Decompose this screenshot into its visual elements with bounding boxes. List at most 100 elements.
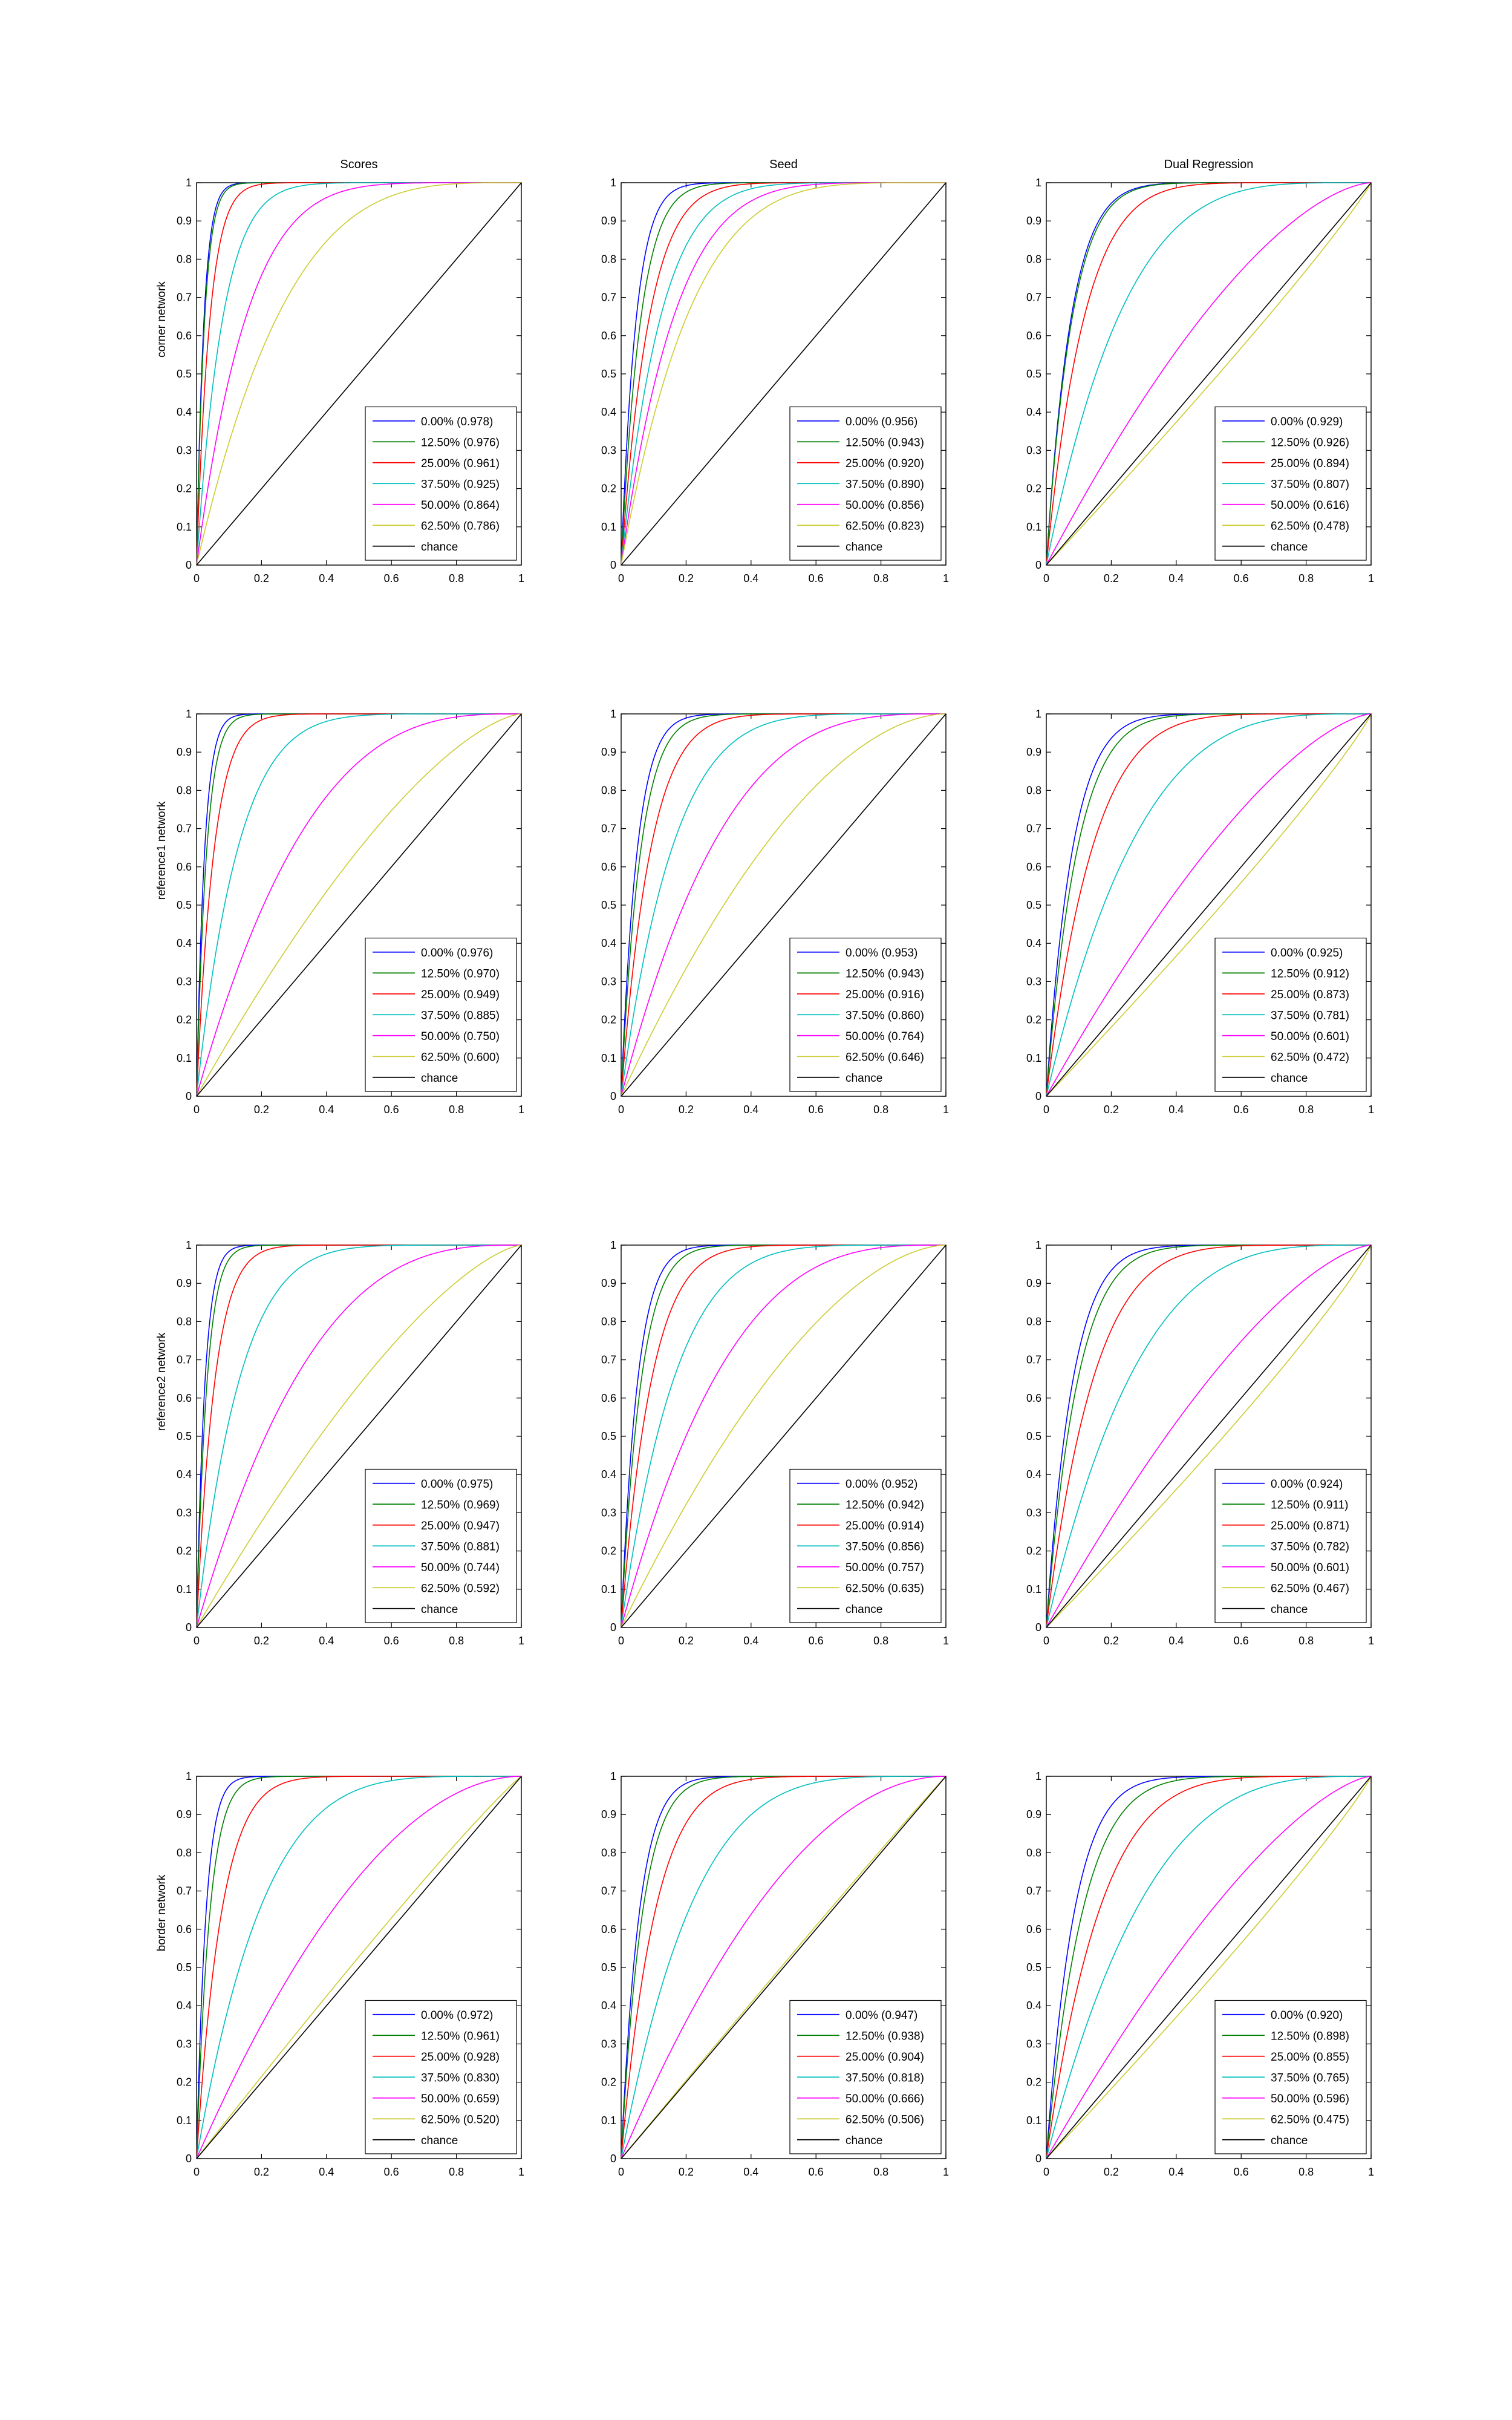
roc-curve	[1046, 713, 1371, 1097]
y-tick-label: 0.7	[177, 1354, 192, 1366]
legend-label: 0.00% (0.952)	[846, 1478, 917, 1491]
x-tick-label: 0.2	[1104, 572, 1119, 584]
legend-label: 50.00% (0.744)	[421, 1562, 500, 1574]
roc-curve	[196, 1244, 521, 1628]
y-tick-label: 0.2	[177, 1014, 192, 1026]
y-tick-label: 0.3	[601, 444, 616, 456]
roc-panel-corner-seed: 0 0.2 0.4 0.6 0.8 1 0 0.1 0.2 0.3 0.4 0.5 0.6 0.7 0.8 0…	[601, 177, 949, 584]
legend-label: 25.00% (0.928)	[421, 2051, 500, 2064]
y-tick-label: 1	[610, 1239, 616, 1251]
x-tick-label: 0.8	[873, 1635, 888, 1647]
y-tick-label: 0	[610, 2153, 616, 2165]
legend: 0.00% (0.929) 12.50% (0.926) 25.00% (0.894…	[1214, 406, 1367, 561]
x-tick-label: 0	[194, 1635, 200, 1647]
y-tick-label: 0.4	[601, 1468, 616, 1480]
y-tick-label: 0.9	[177, 215, 192, 227]
legend-label: 50.00% (0.601)	[1271, 1030, 1349, 1043]
legend-label: 25.00% (0.920)	[846, 457, 924, 470]
legend-label: 25.00% (0.904)	[846, 2051, 924, 2064]
y-tick-label: 0.1	[601, 2114, 616, 2127]
roc-curve	[196, 1244, 522, 1628]
roc-curve	[196, 1244, 521, 1628]
column-title: Dual Regression	[1164, 158, 1254, 171]
legend-label: 12.50% (0.938)	[846, 2030, 924, 2042]
roc-curve	[1046, 713, 1372, 1097]
y-tick-label: 0.4	[1026, 406, 1041, 418]
roc-panel-corner-scores: 0 0.2 0.4 0.6 0.8 1 0 0.1 0.2 0.3 0.4 0.5 0.6 0.7 0.8 0…	[177, 177, 524, 584]
roc-curve	[1046, 1244, 1372, 1628]
legend: 0.00% (0.924) 12.50% (0.911) 25.00% (0.871…	[1214, 1468, 1367, 1623]
y-tick-label: 0.1	[177, 521, 192, 533]
legend-label: 25.00% (0.916)	[846, 989, 924, 1001]
y-tick-label: 0.1	[177, 1583, 192, 1595]
legend-label: 37.50% (0.765)	[1271, 2072, 1349, 2084]
y-tick-label: 0.1	[601, 521, 616, 533]
x-tick-label: 0.4	[319, 2166, 334, 2178]
row-label: border network	[155, 1874, 168, 1951]
y-tick-label: 0.1	[177, 2114, 192, 2127]
legend-label: 0.00% (0.929)	[1271, 416, 1343, 428]
y-tick-label: 0.2	[1026, 483, 1041, 495]
roc-curve	[196, 1776, 522, 2159]
legend-label: 12.50% (0.898)	[1271, 2030, 1349, 2042]
legend: 0.00% (0.920) 12.50% (0.898) 25.00% (0.855…	[1214, 2000, 1367, 2154]
roc-curve	[621, 1776, 947, 2159]
x-tick-label: 1	[943, 2166, 949, 2178]
y-tick-label: 0.1	[1026, 2114, 1041, 2127]
roc-curve	[621, 1244, 946, 1628]
roc-curve	[621, 713, 946, 1097]
y-tick-label: 0.5	[601, 899, 616, 911]
legend-label: 37.50% (0.890)	[846, 478, 924, 491]
y-tick-label: 0.1	[601, 1052, 616, 1064]
legend-label: 62.50% (0.786)	[421, 520, 500, 532]
roc-curve	[196, 1776, 521, 2159]
x-tick-label: 1	[943, 1635, 949, 1647]
x-tick-label: 0.8	[1299, 1635, 1314, 1647]
legend-label: 62.50% (0.506)	[846, 2113, 924, 2126]
x-tick-label: 0.4	[319, 1104, 334, 1116]
legend-label: 50.00% (0.764)	[846, 1030, 924, 1043]
y-tick-label: 0.5	[177, 899, 192, 911]
y-tick-label: 0.8	[601, 1846, 616, 1859]
roc-curve	[1046, 713, 1372, 1097]
y-tick-label: 0.5	[1026, 1961, 1041, 1974]
x-tick-label: 1	[518, 1104, 524, 1116]
y-tick-label: 1	[186, 708, 192, 720]
x-tick-label: 0.6	[1234, 1635, 1249, 1647]
roc-curve	[621, 182, 947, 566]
legend-label: 12.50% (0.970)	[421, 967, 500, 980]
x-tick-label: 0.2	[679, 1104, 694, 1116]
roc-curve	[1046, 1244, 1372, 1628]
roc-panel-reference2-seed: 0 0.2 0.4 0.6 0.8 1 0 0.1 0.2 0.3 0.4 0.5 0.6 0.7 0.8 0…	[601, 1239, 949, 1647]
y-tick-label: 0.6	[601, 1392, 616, 1404]
y-tick-label: 0	[186, 1621, 192, 1634]
legend-label: 62.50% (0.823)	[846, 520, 924, 532]
y-tick-label: 1	[1035, 708, 1041, 720]
legend-label: 25.00% (0.947)	[421, 1520, 500, 1532]
y-tick-label: 0.8	[601, 1315, 616, 1327]
y-tick-label: 0.8	[177, 784, 192, 796]
row-label: corner network	[155, 281, 168, 358]
roc-curve	[196, 1776, 522, 2159]
y-tick-label: 0.2	[601, 1014, 616, 1026]
y-tick-label: 0.6	[601, 861, 616, 873]
roc-curve	[621, 1776, 947, 2159]
y-tick-label: 0.7	[601, 292, 616, 304]
x-tick-label: 0.6	[1234, 2166, 1249, 2178]
y-tick-label: 0.6	[177, 861, 192, 873]
roc-curve	[621, 713, 947, 1097]
legend-label: 0.00% (0.924)	[1271, 1478, 1343, 1491]
y-tick-label: 0.5	[601, 1430, 616, 1442]
y-tick-label: 0.5	[601, 1961, 616, 1974]
x-tick-label: 0.4	[1168, 572, 1184, 584]
roc-curve	[1046, 182, 1371, 566]
x-tick-label: 0.2	[1104, 1635, 1119, 1647]
legend-label: chance	[846, 1072, 882, 1085]
y-tick-label: 0.3	[177, 975, 192, 987]
roc-curve	[621, 1244, 946, 1628]
y-tick-label: 1	[1035, 1770, 1041, 1782]
y-tick-label: 0.6	[1026, 330, 1041, 342]
y-tick-label: 0.7	[601, 1354, 616, 1366]
y-tick-label: 0.6	[1026, 1923, 1041, 1935]
legend-label: 62.50% (0.635)	[846, 1582, 924, 1595]
